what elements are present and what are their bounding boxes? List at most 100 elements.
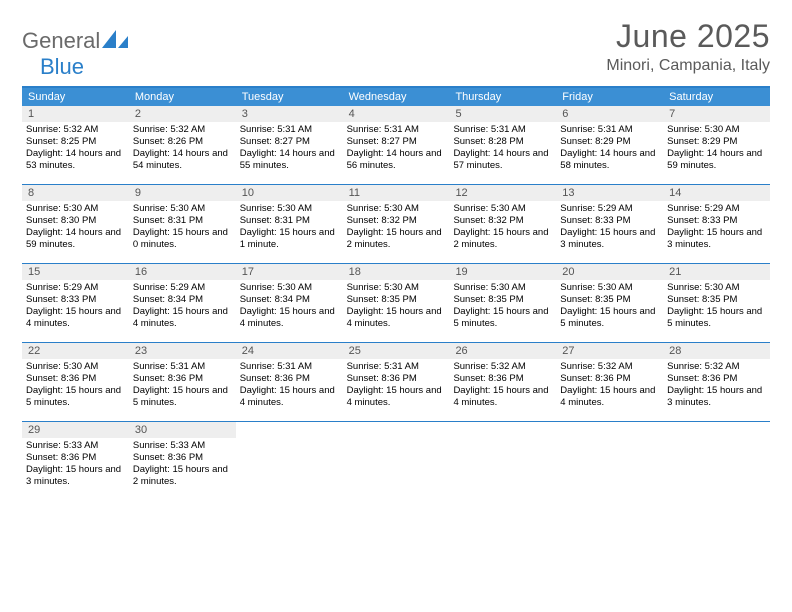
weekday-header: Thursday — [449, 88, 556, 106]
day-cell: 7Sunrise: 5:30 AMSunset: 8:29 PMDaylight… — [663, 106, 770, 184]
day-number: 12 — [449, 185, 556, 201]
day-content: Sunrise: 5:31 AMSunset: 8:36 PMDaylight:… — [236, 359, 343, 411]
week-row: 15Sunrise: 5:29 AMSunset: 8:33 PMDayligh… — [22, 264, 770, 343]
day-cell: 5Sunrise: 5:31 AMSunset: 8:28 PMDaylight… — [449, 106, 556, 184]
day-number: 28 — [663, 343, 770, 359]
day-cell: 6Sunrise: 5:31 AMSunset: 8:29 PMDaylight… — [556, 106, 663, 184]
day-content: Sunrise: 5:30 AMSunset: 8:35 PMDaylight:… — [449, 280, 556, 332]
day-content: Sunrise: 5:30 AMSunset: 8:35 PMDaylight:… — [343, 280, 450, 332]
day-number: 15 — [22, 264, 129, 280]
day-content: Sunrise: 5:29 AMSunset: 8:33 PMDaylight:… — [556, 201, 663, 253]
day-content: Sunrise: 5:32 AMSunset: 8:26 PMDaylight:… — [129, 122, 236, 174]
day-cell: 20Sunrise: 5:30 AMSunset: 8:35 PMDayligh… — [556, 264, 663, 342]
day-content: Sunrise: 5:32 AMSunset: 8:25 PMDaylight:… — [22, 122, 129, 174]
day-content: Sunrise: 5:32 AMSunset: 8:36 PMDaylight:… — [663, 359, 770, 411]
day-number: 27 — [556, 343, 663, 359]
day-cell — [449, 422, 556, 500]
day-cell: 28Sunrise: 5:32 AMSunset: 8:36 PMDayligh… — [663, 343, 770, 421]
day-content: Sunrise: 5:30 AMSunset: 8:29 PMDaylight:… — [663, 122, 770, 174]
day-content: Sunrise: 5:30 AMSunset: 8:35 PMDaylight:… — [556, 280, 663, 332]
week-row: 29Sunrise: 5:33 AMSunset: 8:36 PMDayligh… — [22, 422, 770, 500]
weekday-header: Monday — [129, 88, 236, 106]
logo: General Blue — [22, 18, 128, 80]
weekday-header: Sunday — [22, 88, 129, 106]
day-content: Sunrise: 5:30 AMSunset: 8:36 PMDaylight:… — [22, 359, 129, 411]
day-number: 11 — [343, 185, 450, 201]
day-content: Sunrise: 5:32 AMSunset: 8:36 PMDaylight:… — [556, 359, 663, 411]
day-content: Sunrise: 5:31 AMSunset: 8:29 PMDaylight:… — [556, 122, 663, 174]
day-number: 7 — [663, 106, 770, 122]
weekday-header: Tuesday — [236, 88, 343, 106]
weekday-header: Wednesday — [343, 88, 450, 106]
day-cell: 26Sunrise: 5:32 AMSunset: 8:36 PMDayligh… — [449, 343, 556, 421]
day-number: 14 — [663, 185, 770, 201]
day-content: Sunrise: 5:29 AMSunset: 8:33 PMDaylight:… — [663, 201, 770, 253]
day-number: 21 — [663, 264, 770, 280]
day-cell: 30Sunrise: 5:33 AMSunset: 8:36 PMDayligh… — [129, 422, 236, 500]
day-number: 23 — [129, 343, 236, 359]
weeks-container: 1Sunrise: 5:32 AMSunset: 8:25 PMDaylight… — [22, 106, 770, 500]
day-content: Sunrise: 5:32 AMSunset: 8:36 PMDaylight:… — [449, 359, 556, 411]
day-cell: 17Sunrise: 5:30 AMSunset: 8:34 PMDayligh… — [236, 264, 343, 342]
day-content: Sunrise: 5:31 AMSunset: 8:28 PMDaylight:… — [449, 122, 556, 174]
day-cell: 16Sunrise: 5:29 AMSunset: 8:34 PMDayligh… — [129, 264, 236, 342]
day-content: Sunrise: 5:33 AMSunset: 8:36 PMDaylight:… — [22, 438, 129, 490]
day-content: Sunrise: 5:29 AMSunset: 8:34 PMDaylight:… — [129, 280, 236, 332]
day-cell: 3Sunrise: 5:31 AMSunset: 8:27 PMDaylight… — [236, 106, 343, 184]
day-cell: 22Sunrise: 5:30 AMSunset: 8:36 PMDayligh… — [22, 343, 129, 421]
page-title: June 2025 — [606, 18, 770, 55]
weekday-header: Saturday — [663, 88, 770, 106]
day-cell: 9Sunrise: 5:30 AMSunset: 8:31 PMDaylight… — [129, 185, 236, 263]
day-content: Sunrise: 5:31 AMSunset: 8:36 PMDaylight:… — [129, 359, 236, 411]
day-cell: 27Sunrise: 5:32 AMSunset: 8:36 PMDayligh… — [556, 343, 663, 421]
day-content: Sunrise: 5:29 AMSunset: 8:33 PMDaylight:… — [22, 280, 129, 332]
day-number: 5 — [449, 106, 556, 122]
day-number: 26 — [449, 343, 556, 359]
day-cell: 12Sunrise: 5:30 AMSunset: 8:32 PMDayligh… — [449, 185, 556, 263]
day-number: 6 — [556, 106, 663, 122]
day-content: Sunrise: 5:30 AMSunset: 8:32 PMDaylight:… — [343, 201, 450, 253]
logo-word-general: General — [22, 28, 100, 53]
day-cell: 19Sunrise: 5:30 AMSunset: 8:35 PMDayligh… — [449, 264, 556, 342]
day-content: Sunrise: 5:30 AMSunset: 8:30 PMDaylight:… — [22, 201, 129, 253]
week-row: 8Sunrise: 5:30 AMSunset: 8:30 PMDaylight… — [22, 185, 770, 264]
day-number: 24 — [236, 343, 343, 359]
day-cell — [556, 422, 663, 500]
day-cell: 10Sunrise: 5:30 AMSunset: 8:31 PMDayligh… — [236, 185, 343, 263]
day-cell — [343, 422, 450, 500]
day-content: Sunrise: 5:31 AMSunset: 8:27 PMDaylight:… — [236, 122, 343, 174]
day-cell: 2Sunrise: 5:32 AMSunset: 8:26 PMDaylight… — [129, 106, 236, 184]
logo-sail-icon — [102, 30, 128, 48]
day-number: 29 — [22, 422, 129, 438]
location-label: Minori, Campania, Italy — [606, 57, 770, 75]
day-number: 8 — [22, 185, 129, 201]
day-number: 25 — [343, 343, 450, 359]
day-content: Sunrise: 5:33 AMSunset: 8:36 PMDaylight:… — [129, 438, 236, 490]
day-cell: 21Sunrise: 5:30 AMSunset: 8:35 PMDayligh… — [663, 264, 770, 342]
day-number: 13 — [556, 185, 663, 201]
day-number: 4 — [343, 106, 450, 122]
day-number: 1 — [22, 106, 129, 122]
day-content: Sunrise: 5:30 AMSunset: 8:31 PMDaylight:… — [129, 201, 236, 253]
day-content: Sunrise: 5:30 AMSunset: 8:32 PMDaylight:… — [449, 201, 556, 253]
day-cell — [236, 422, 343, 500]
day-cell: 13Sunrise: 5:29 AMSunset: 8:33 PMDayligh… — [556, 185, 663, 263]
day-number: 2 — [129, 106, 236, 122]
day-number: 30 — [129, 422, 236, 438]
day-number: 9 — [129, 185, 236, 201]
day-number: 22 — [22, 343, 129, 359]
weekday-header: Friday — [556, 88, 663, 106]
day-cell: 1Sunrise: 5:32 AMSunset: 8:25 PMDaylight… — [22, 106, 129, 184]
day-number: 16 — [129, 264, 236, 280]
day-content: Sunrise: 5:30 AMSunset: 8:31 PMDaylight:… — [236, 201, 343, 253]
day-number: 18 — [343, 264, 450, 280]
day-content: Sunrise: 5:30 AMSunset: 8:34 PMDaylight:… — [236, 280, 343, 332]
day-number: 17 — [236, 264, 343, 280]
calendar: SundayMondayTuesdayWednesdayThursdayFrid… — [22, 86, 770, 500]
title-block: June 2025 Minori, Campania, Italy — [606, 18, 770, 75]
day-cell: 24Sunrise: 5:31 AMSunset: 8:36 PMDayligh… — [236, 343, 343, 421]
day-cell: 29Sunrise: 5:33 AMSunset: 8:36 PMDayligh… — [22, 422, 129, 500]
day-number: 3 — [236, 106, 343, 122]
day-cell: 4Sunrise: 5:31 AMSunset: 8:27 PMDaylight… — [343, 106, 450, 184]
week-row: 1Sunrise: 5:32 AMSunset: 8:25 PMDaylight… — [22, 106, 770, 185]
